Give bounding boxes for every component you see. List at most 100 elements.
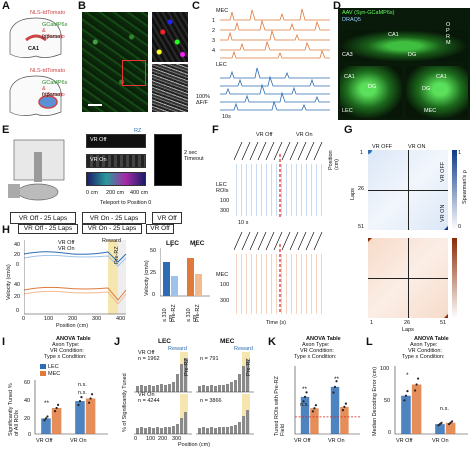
l-anova2: VR Condition: bbox=[408, 348, 442, 354]
scale-df2: ΔF/F bbox=[196, 100, 208, 106]
data-point bbox=[333, 385, 337, 388]
j-vr-on: VR On bbox=[138, 392, 155, 398]
k-anova-title: ANOVA Table bbox=[306, 336, 341, 342]
j-reward-lec: Reward bbox=[168, 346, 187, 352]
j-n-mec-off: n = 791 bbox=[200, 356, 219, 362]
data-point bbox=[53, 410, 57, 413]
k-xt-off: VR Off bbox=[294, 438, 311, 444]
label-sparse: (sparse) bbox=[42, 34, 63, 40]
f-xlabel: Time (s) bbox=[266, 320, 286, 326]
g-x51: 51 bbox=[440, 320, 447, 326]
panel-label-g: G bbox=[344, 124, 353, 136]
g-y51: 51 bbox=[358, 224, 365, 230]
h-xlabel: Position (cm) bbox=[56, 323, 89, 329]
h-bar-yt50: 50 bbox=[150, 248, 157, 254]
l-sig2: n.s. bbox=[440, 406, 449, 412]
l-anova-title: ANOVA Table bbox=[414, 336, 449, 342]
row-1: 1 bbox=[212, 18, 216, 24]
l-bar-chart bbox=[394, 366, 468, 435]
label-ca1: CA1 bbox=[28, 46, 40, 52]
lec-label: LEC bbox=[216, 62, 227, 68]
i-anova-title: ANOVA Table bbox=[56, 336, 91, 342]
data-point bbox=[406, 390, 409, 393]
h-bar-xt1: Pre-RZ bbox=[171, 304, 177, 322]
label-o: O bbox=[446, 22, 451, 28]
bar-lec-vr-on bbox=[330, 386, 340, 434]
data-point bbox=[447, 423, 451, 426]
label-dg-top: DG bbox=[408, 52, 417, 58]
g-matrix-lec bbox=[368, 150, 448, 230]
panel-a: NLS-tdTomato GCaMP6s & tdTomato (sparse)… bbox=[6, 10, 67, 120]
panel-label-b: B bbox=[78, 0, 86, 12]
j-prerz-mec: Pre-RZ bbox=[246, 358, 252, 376]
j-prerz-lec: Pre-RZ bbox=[184, 358, 190, 376]
data-point bbox=[344, 402, 348, 405]
vr-track bbox=[86, 172, 146, 186]
seq-box-3: VR Off bbox=[152, 212, 182, 224]
h-xt300: 300 bbox=[92, 316, 102, 322]
k-xt-on: VR On bbox=[328, 438, 345, 444]
rig-schematic bbox=[8, 139, 65, 201]
k-anova2: VR Condition: bbox=[300, 348, 334, 354]
data-point bbox=[46, 415, 49, 418]
panel-f: VR Off VR On LEC ROIs 100 300 10 s Posit… bbox=[216, 132, 342, 328]
g-xlabel: Laps bbox=[402, 327, 414, 333]
k-sig1: ** bbox=[302, 386, 308, 393]
i-xt-off: VR Off bbox=[36, 438, 53, 444]
panel-label-c: C bbox=[192, 0, 200, 12]
panel-i: ANOVA Table Axon Type: VR Condition: Typ… bbox=[6, 336, 112, 448]
data-point bbox=[311, 410, 315, 413]
data-point bbox=[314, 404, 318, 407]
h-legend-off: VR Off bbox=[58, 240, 75, 246]
i-yt40: 40 bbox=[24, 398, 31, 404]
data-point bbox=[77, 403, 80, 407]
j-n-mec-on: n = 3866 bbox=[200, 398, 222, 404]
label-nls: NLS-tdTomato bbox=[30, 10, 66, 16]
i-legend-mec: MEC bbox=[48, 371, 61, 377]
panel-c: MEC 1 2 3 4 LEC 100% ΔF/F 10s bbox=[196, 6, 332, 124]
h-bar-ylabel: Velocity (cm/s) bbox=[144, 260, 150, 296]
label-ca1-bl: CA1 bbox=[344, 74, 355, 80]
d-bl-slice bbox=[340, 66, 402, 118]
micrograph-b-gray bbox=[152, 64, 188, 112]
data-point bbox=[450, 420, 454, 423]
data-point bbox=[305, 391, 308, 394]
seq-box-1: VR Off - 25 Laps bbox=[10, 212, 76, 224]
e-tick2: 400 cm bbox=[130, 190, 149, 196]
j-n-lec-on: n = 4244 bbox=[138, 398, 160, 404]
bar-lec-vr-on bbox=[75, 401, 85, 434]
h-bar-mec: MEC bbox=[190, 240, 205, 247]
seq-box-2: VR On - 25 Laps bbox=[82, 212, 146, 224]
g-side-off: VR OFF bbox=[440, 161, 446, 182]
bar-lec-vr-on bbox=[435, 424, 445, 434]
data-point bbox=[80, 396, 83, 399]
data-point bbox=[313, 407, 316, 410]
i-legend-lec: LEC bbox=[48, 364, 59, 370]
label-m: M bbox=[446, 40, 451, 46]
scale-bar bbox=[88, 104, 102, 106]
data-point bbox=[90, 393, 94, 396]
i-sig3: n.s. bbox=[78, 390, 87, 396]
h-xt0: 0 bbox=[22, 316, 26, 322]
data-point bbox=[56, 403, 60, 406]
data-point bbox=[415, 383, 418, 386]
g-x1: 1 bbox=[370, 320, 374, 326]
i-anova3: Type x Condition: bbox=[44, 354, 87, 360]
h-yt-20: 20 bbox=[14, 252, 21, 258]
j-lec: LEC bbox=[158, 338, 171, 345]
k-anova3: Type x Condition: bbox=[294, 354, 337, 360]
red-dash-bottom bbox=[279, 244, 281, 314]
bar-mec-vr-off bbox=[51, 408, 62, 434]
bar-mec-vr-on bbox=[85, 398, 96, 434]
i-legend-lec-swatch bbox=[40, 364, 46, 369]
bar-lec-vr-off bbox=[300, 396, 310, 434]
h-bar-chart bbox=[160, 248, 210, 297]
l-anova3: Type x Condition: bbox=[402, 354, 445, 360]
g-y1: 1 bbox=[360, 150, 364, 156]
label-ca3: CA3 bbox=[342, 52, 353, 58]
bar-mec-vr-on bbox=[340, 406, 349, 434]
g-cbar-bot: 0 bbox=[458, 224, 462, 230]
i-xt-on: VR On bbox=[70, 438, 87, 444]
micrograph-b-main bbox=[82, 12, 148, 112]
label-sparse-2: (sparse) bbox=[42, 92, 63, 98]
